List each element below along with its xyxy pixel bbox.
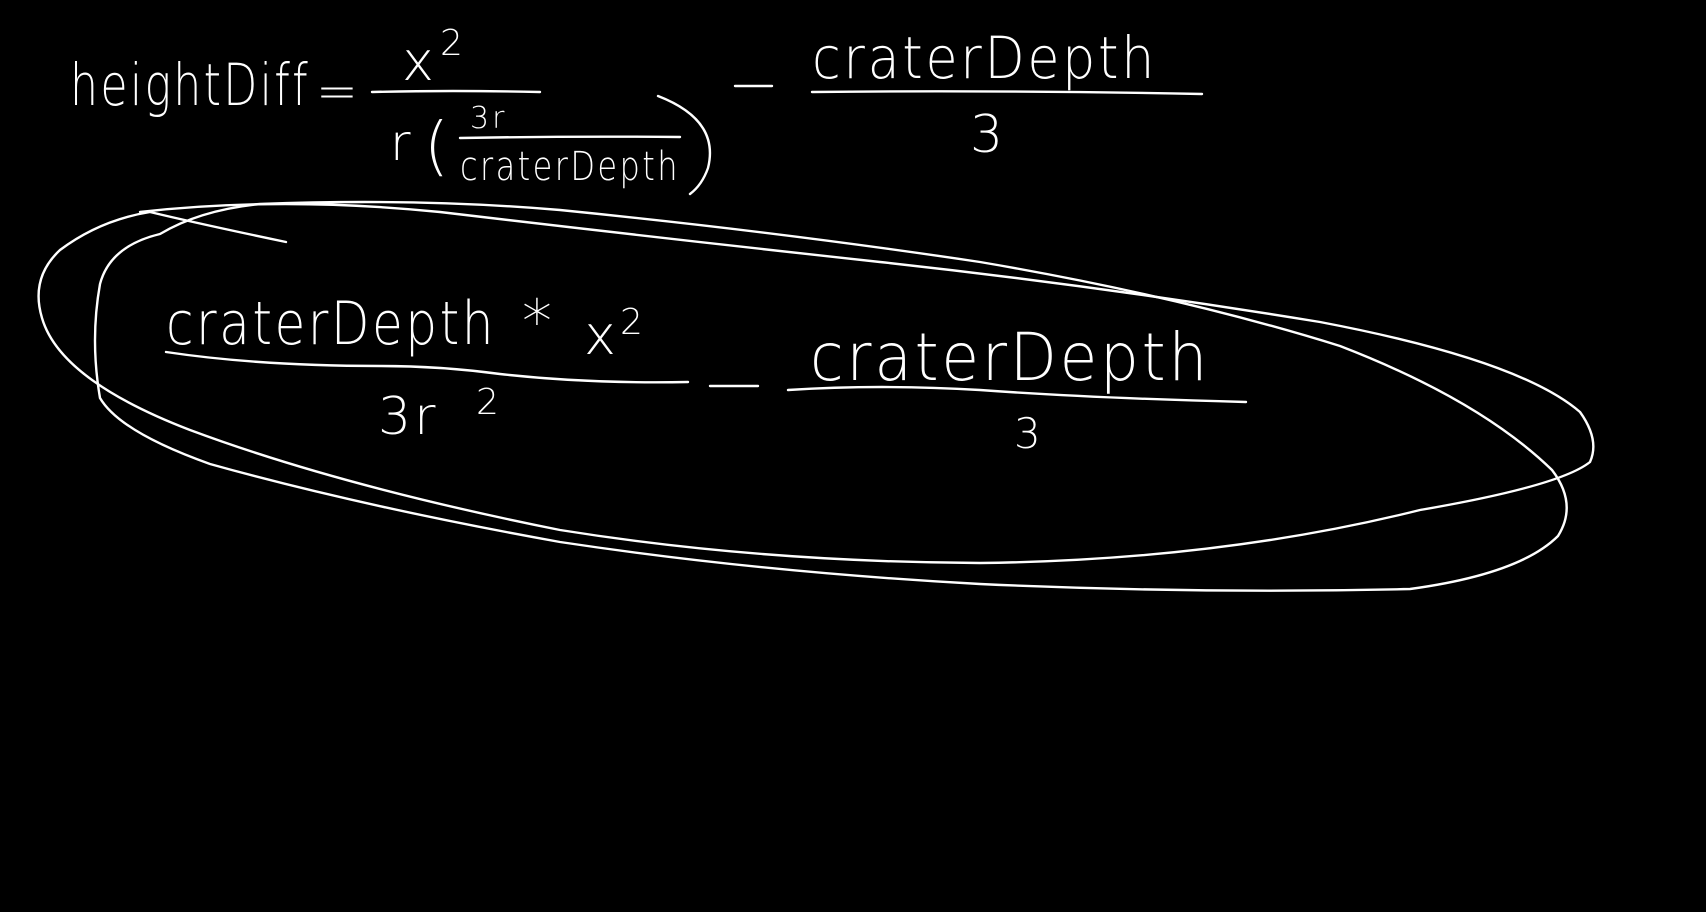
- eq2-term2-denominator: 3: [1014, 409, 1044, 458]
- term1-open-paren: (: [424, 110, 452, 184]
- enclosing-loops: [37, 200, 1595, 592]
- term2-numerator: craterDepth: [812, 24, 1157, 92]
- term1-fraction-bar: [370, 89, 542, 94]
- eq2-term2-fraction-bar: [786, 385, 1248, 404]
- outer-loop-2: [93, 200, 1568, 592]
- eq2-term1-x-exponent: 2: [620, 302, 646, 343]
- eq2-times-sign: *: [522, 287, 555, 357]
- eq2-term2-numerator: craterDepth: [810, 319, 1210, 396]
- equation-2: craterDepth * x 2 3r 2 craterDepth 3: [164, 287, 1248, 458]
- term1-numerator-x: x: [402, 30, 437, 93]
- term1-close-paren: [656, 94, 712, 196]
- equals-sign: =: [316, 62, 361, 120]
- term1-inner-denominator: craterDepth: [460, 144, 680, 190]
- eq2-term1-denominator: 3r: [378, 387, 438, 447]
- term1-denominator-r: r: [390, 114, 414, 172]
- outer-loop-1: [37, 202, 1595, 565]
- term2-fraction-bar: [810, 90, 1204, 96]
- equation-1: heightDiff = x 2 r ( 3r craterDepth crat…: [70, 23, 1204, 196]
- term1-inner-numerator: 3r: [470, 101, 507, 136]
- eq2-term1-denominator-exponent: 2: [476, 382, 502, 423]
- eq2-term1-numerator: craterDepth: [166, 289, 496, 359]
- eq2-term1-x: x: [584, 304, 619, 367]
- eq2-term1-fraction-bar: [164, 350, 690, 384]
- term1-numerator-exponent: 2: [440, 23, 466, 64]
- term2-denominator: 3: [970, 105, 1006, 165]
- term1-inner-fraction-bar: [458, 135, 682, 140]
- lhs-height-diff: heightDiff: [70, 51, 310, 119]
